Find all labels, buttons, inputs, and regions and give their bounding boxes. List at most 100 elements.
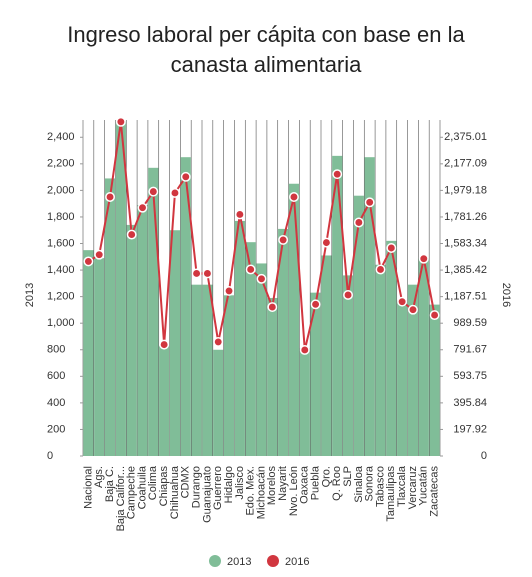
y-axis-label: 2013 bbox=[24, 283, 36, 307]
y2-tick-label: 2,177.09 bbox=[444, 158, 487, 170]
bar bbox=[407, 284, 419, 456]
bar bbox=[256, 263, 267, 456]
x-tick-label: Baja Califor... bbox=[115, 466, 127, 531]
line-point bbox=[429, 310, 440, 321]
y-tick-label: 1,800 bbox=[47, 211, 75, 223]
y-tick-label: 0 bbox=[47, 450, 53, 462]
x-tick-label: Nvo. León bbox=[288, 466, 300, 516]
bar bbox=[299, 348, 310, 456]
x-tick-label: Chihuahua bbox=[169, 465, 181, 519]
line-point bbox=[148, 186, 159, 197]
line-point bbox=[310, 299, 321, 310]
line-point bbox=[397, 296, 408, 307]
bar bbox=[126, 224, 137, 456]
y2-tick-label: 0 bbox=[481, 450, 487, 462]
line-point bbox=[408, 304, 418, 315]
bar bbox=[213, 349, 224, 456]
x-tick-label: SLP bbox=[342, 466, 354, 487]
x-tick-label: Puebla bbox=[309, 465, 321, 500]
bar bbox=[202, 284, 213, 456]
y-tick-label: 1,400 bbox=[47, 264, 75, 276]
x-tick-label: Zacatecas bbox=[428, 466, 440, 517]
x-tick-label: Oaxaca bbox=[299, 465, 311, 504]
line-point bbox=[289, 192, 299, 202]
x-tick-label: Hidalgo bbox=[223, 466, 235, 503]
bar bbox=[169, 230, 181, 456]
x-tick-label: Vercaruz bbox=[407, 466, 419, 509]
line-point bbox=[386, 243, 397, 253]
line-point bbox=[213, 336, 224, 347]
line-point bbox=[343, 290, 353, 300]
y-tick-label: 2,000 bbox=[47, 184, 75, 196]
line-point bbox=[256, 273, 267, 284]
legend-marker bbox=[209, 555, 221, 567]
bar bbox=[191, 284, 202, 456]
legend-marker bbox=[267, 555, 279, 567]
line-point bbox=[159, 339, 170, 350]
line-point bbox=[234, 209, 245, 220]
y2-tick-label: 1,979.18 bbox=[444, 184, 487, 196]
bar bbox=[137, 204, 148, 456]
y-tick-label: 1,200 bbox=[47, 291, 75, 303]
line-point bbox=[202, 268, 213, 279]
y2-tick-label: 2,375.01 bbox=[444, 131, 487, 143]
x-tick-label: Yucatán bbox=[418, 466, 430, 506]
x-tick-label: Sonora bbox=[364, 465, 376, 501]
line-point bbox=[83, 256, 94, 267]
bar bbox=[288, 183, 300, 456]
y-tick-label: 1,600 bbox=[47, 237, 75, 249]
x-tick-label: Durango bbox=[190, 466, 202, 508]
line-point bbox=[191, 268, 202, 279]
x-tick-label: Edo. Mex. bbox=[245, 466, 257, 516]
line-point bbox=[267, 302, 278, 312]
y2-tick-label: 395.84 bbox=[453, 397, 487, 409]
bar bbox=[83, 250, 94, 456]
x-tick-label: Guerrero bbox=[212, 466, 224, 510]
bar bbox=[375, 264, 386, 456]
y-tick-label: 200 bbox=[47, 423, 65, 435]
line-point bbox=[321, 237, 332, 248]
line-point bbox=[418, 253, 429, 264]
x-tick-label: Nayarit bbox=[277, 466, 289, 501]
y-tick-label: 400 bbox=[47, 397, 65, 409]
bar bbox=[332, 155, 343, 456]
x-tick-label: Sinaloa bbox=[353, 465, 365, 503]
bar bbox=[310, 292, 321, 456]
bar bbox=[267, 297, 278, 456]
bar bbox=[245, 242, 256, 456]
x-tick-label: Qro. bbox=[320, 466, 332, 487]
x-tick-label: Tamaulipas bbox=[385, 466, 397, 522]
line-point bbox=[170, 188, 180, 198]
x-tick-label: Coahuila bbox=[136, 465, 148, 509]
y2-tick-label: 1,781.26 bbox=[444, 211, 487, 223]
bar bbox=[159, 345, 170, 456]
line-point bbox=[299, 345, 310, 355]
chart-title: Ingreso laboral per cápita con base en l… bbox=[67, 22, 465, 77]
line-point bbox=[224, 285, 234, 296]
x-tick-label: Ags. bbox=[93, 466, 105, 488]
line-point bbox=[180, 171, 191, 182]
x-tick-label: CDMX bbox=[180, 465, 192, 498]
y2-tick-label: 1,583.34 bbox=[444, 237, 487, 249]
line-point bbox=[126, 229, 137, 240]
bar bbox=[180, 157, 191, 456]
line-point bbox=[137, 202, 148, 213]
line-point bbox=[353, 217, 364, 228]
line-point bbox=[245, 264, 256, 275]
y2-tick-label: 989.59 bbox=[453, 317, 487, 329]
bar bbox=[234, 220, 245, 456]
y2-tick-label: 1,385.42 bbox=[444, 264, 487, 276]
bar bbox=[429, 304, 440, 456]
bar bbox=[148, 167, 159, 456]
y2-tick-label: 1,187.51 bbox=[444, 291, 487, 303]
bar bbox=[342, 275, 354, 456]
line-point bbox=[278, 234, 289, 245]
line-point bbox=[115, 116, 126, 127]
y2-axis-label: 2016 bbox=[500, 283, 512, 307]
line-point bbox=[105, 192, 115, 202]
bar bbox=[397, 300, 408, 456]
bar bbox=[321, 255, 332, 456]
x-tick-label: Morelos bbox=[266, 466, 278, 506]
